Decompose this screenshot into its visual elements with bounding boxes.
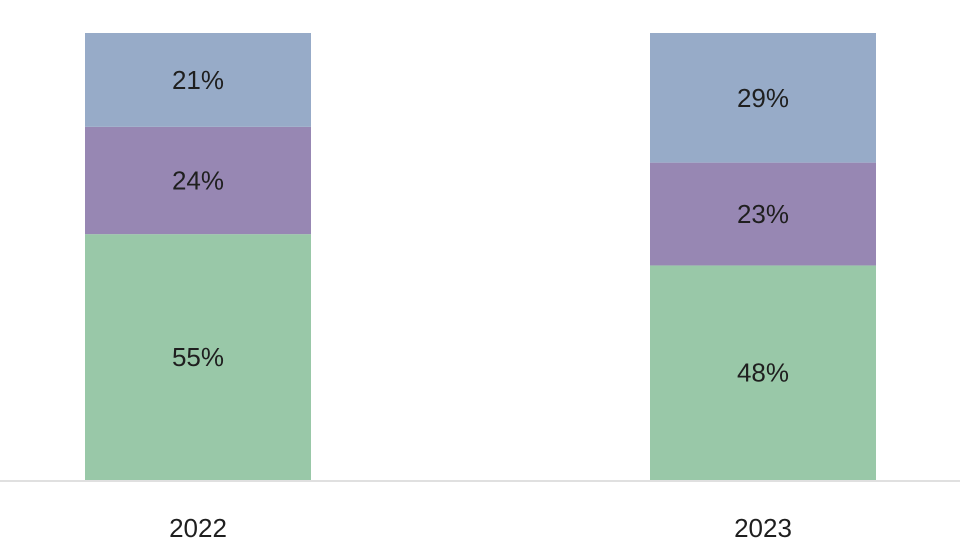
bar-segment-2023-2 bbox=[650, 33, 876, 163]
segment-label-2023-1: 23% bbox=[737, 199, 789, 229]
bar-segment-2023-1 bbox=[650, 162, 876, 266]
segment-label-2022-2: 21% bbox=[172, 65, 224, 95]
x-tick-label-2023: 2023 bbox=[734, 513, 792, 543]
bar-segment-2022-1 bbox=[85, 126, 311, 235]
x-tick-label-2022: 2022 bbox=[169, 513, 227, 543]
segment-label-2022-0: 55% bbox=[172, 342, 224, 372]
bar-segment-2023-0 bbox=[650, 265, 876, 480]
bar-segment-2022-2 bbox=[85, 33, 311, 127]
bars-layer bbox=[85, 33, 876, 480]
segment-label-2023-0: 48% bbox=[737, 358, 789, 388]
x-tick-labels-layer: 2022 2023 bbox=[169, 513, 792, 543]
bar-segment-2022-0 bbox=[85, 234, 311, 480]
segment-labels-layer: 55% 24% 21% 48% 23% 29% bbox=[172, 65, 789, 388]
segment-label-2022-1: 24% bbox=[172, 166, 224, 196]
segment-label-2023-2: 29% bbox=[737, 83, 789, 113]
